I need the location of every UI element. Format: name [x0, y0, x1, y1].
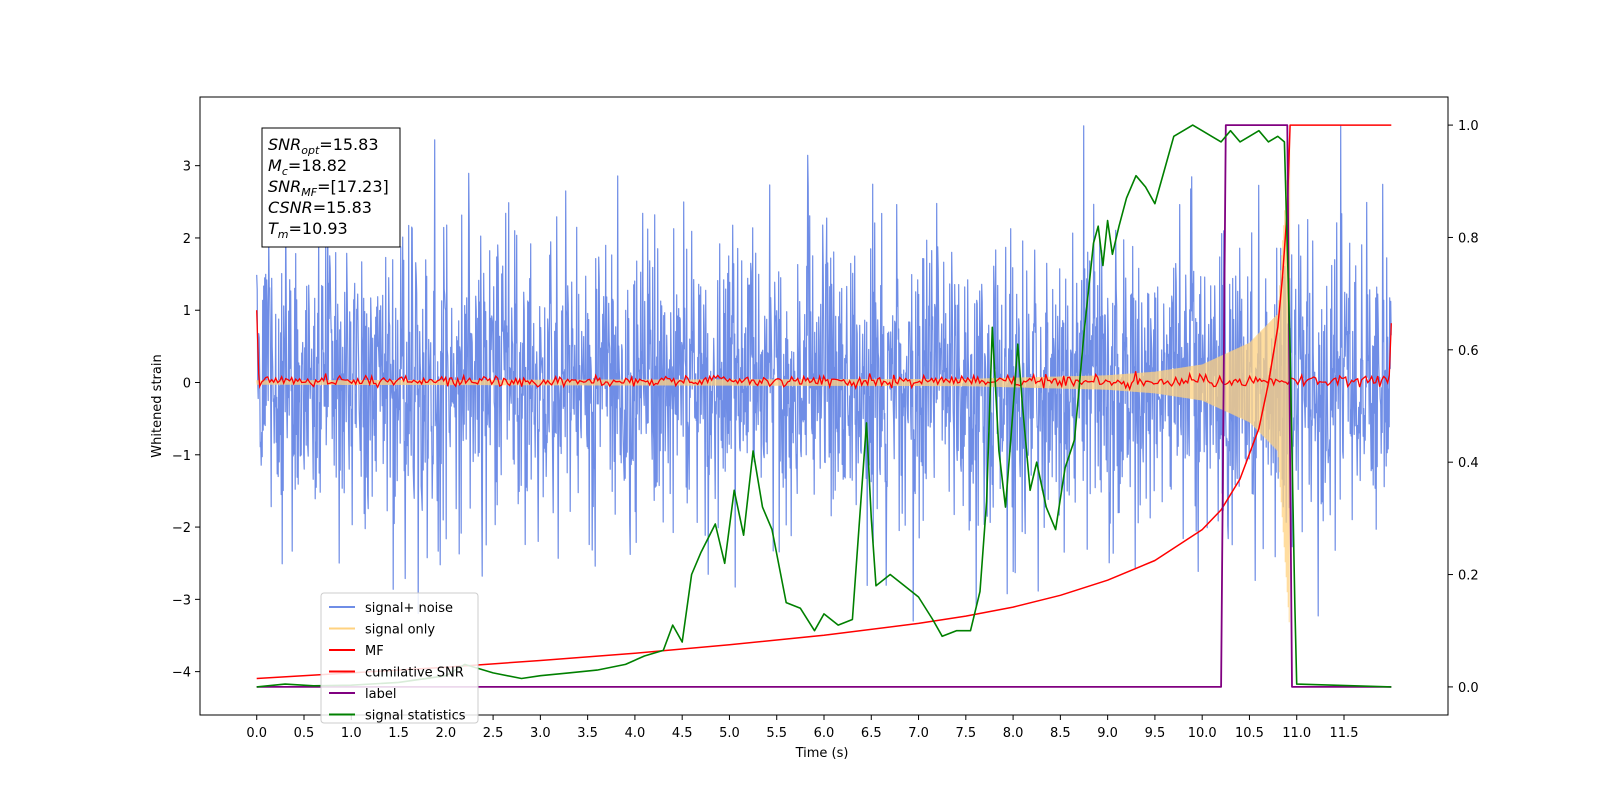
y-tick-label: 2	[183, 232, 191, 247]
y2-tick-label: 0.0	[1458, 681, 1479, 696]
y2-tick-label: 0.6	[1458, 344, 1479, 359]
legend-label: label	[365, 687, 396, 702]
x-tick-label: 5.0	[719, 726, 740, 741]
x-tick-label: 7.5	[955, 726, 976, 741]
stat-line: CSNR=15.83	[268, 198, 372, 217]
stat-line: Tm=10.93	[268, 219, 348, 241]
x-tick-label: 7.0	[908, 726, 929, 741]
x-tick-label: 10.5	[1235, 726, 1264, 741]
legend-label: signal only	[365, 623, 435, 638]
legend-label: signal statistics	[365, 709, 466, 724]
series-signal-statistics-line	[256, 124, 1392, 688]
x-tick-label: 3.0	[530, 726, 551, 741]
x-axis-label: Time (s)	[795, 746, 849, 761]
x-tick-label: 5.5	[766, 726, 787, 741]
series-cumulative-snr-line	[256, 124, 1392, 680]
x-tick-label: 8.5	[1050, 726, 1071, 741]
stats-box-frame	[261, 127, 401, 248]
x-tick-label: 2.0	[435, 726, 456, 741]
x-axis-ticks: 0.0 0.5 1.0 1.5 2.0 2.5 3.0 3.5 4.0 4.5 5.0 5.5 6.0 6…	[246, 715, 1358, 741]
x-tick-label: 0.5	[294, 726, 315, 741]
x-tick-label: 1.0	[341, 726, 362, 741]
x-tick-label: 4.0	[625, 726, 646, 741]
x-tick-label: 11.5	[1330, 726, 1359, 741]
x-tick-label: 8.0	[1003, 726, 1024, 741]
x-tick-label: 9.5	[1145, 726, 1166, 741]
legend-frame	[320, 592, 479, 724]
stat-line: SNRopt=15.83	[268, 135, 379, 157]
y2-tick-label: 1.0	[1458, 119, 1479, 134]
y-axis-label: Whitened strain	[150, 354, 165, 457]
y2-tick-label: 0.4	[1458, 456, 1479, 471]
x-tick-label: 0.0	[246, 726, 267, 741]
y-tick-label: −2	[172, 521, 191, 536]
x-tick-label: 2.5	[483, 726, 504, 741]
x-tick-label: 9.0	[1097, 726, 1118, 741]
stat-line: SNRMF=[17.23]	[268, 177, 389, 199]
x-tick-label: 11.0	[1282, 726, 1311, 741]
x-tick-label: 3.5	[577, 726, 598, 741]
series-label-line	[256, 124, 1392, 688]
y2-tick-label: 0.2	[1458, 569, 1479, 584]
y-tick-label: −1	[172, 449, 191, 464]
stat-line: Mc=18.82	[268, 156, 347, 178]
legend-label: signal+ noise	[365, 601, 453, 616]
legend-label: MF	[365, 644, 384, 659]
x-tick-label: 1.5	[388, 726, 409, 741]
x-tick-label: 10.0	[1188, 726, 1217, 741]
series-mf-line	[256, 310, 1392, 392]
y-tick-label: 0	[183, 377, 191, 392]
y-tick-label: −3	[172, 593, 191, 608]
y2-axis-ticks: 1.0 0.8 0.6 0.4 0.2 0.0	[1448, 119, 1479, 696]
x-tick-label: 6.5	[861, 726, 882, 741]
y2-tick-label: 0.8	[1458, 231, 1479, 246]
legend: signal+ noise signal only MF cumilative SNR…	[320, 592, 479, 724]
y-tick-label: 1	[183, 304, 191, 319]
y-tick-label: −4	[172, 666, 191, 681]
legend-label: cumilative SNR	[365, 666, 464, 681]
y-axis-ticks: 3 2 1 0 −1 −2 −3 −4	[172, 160, 200, 681]
x-tick-label: 6.0	[814, 726, 835, 741]
stats-annotation-box: SNRopt=15.83Mc=18.82SNRMF=[17.23]CSNR=15…	[261, 127, 401, 248]
y-tick-label: 3	[183, 160, 191, 175]
x-tick-label: 4.5	[672, 726, 693, 741]
plot-area	[256, 124, 1392, 688]
